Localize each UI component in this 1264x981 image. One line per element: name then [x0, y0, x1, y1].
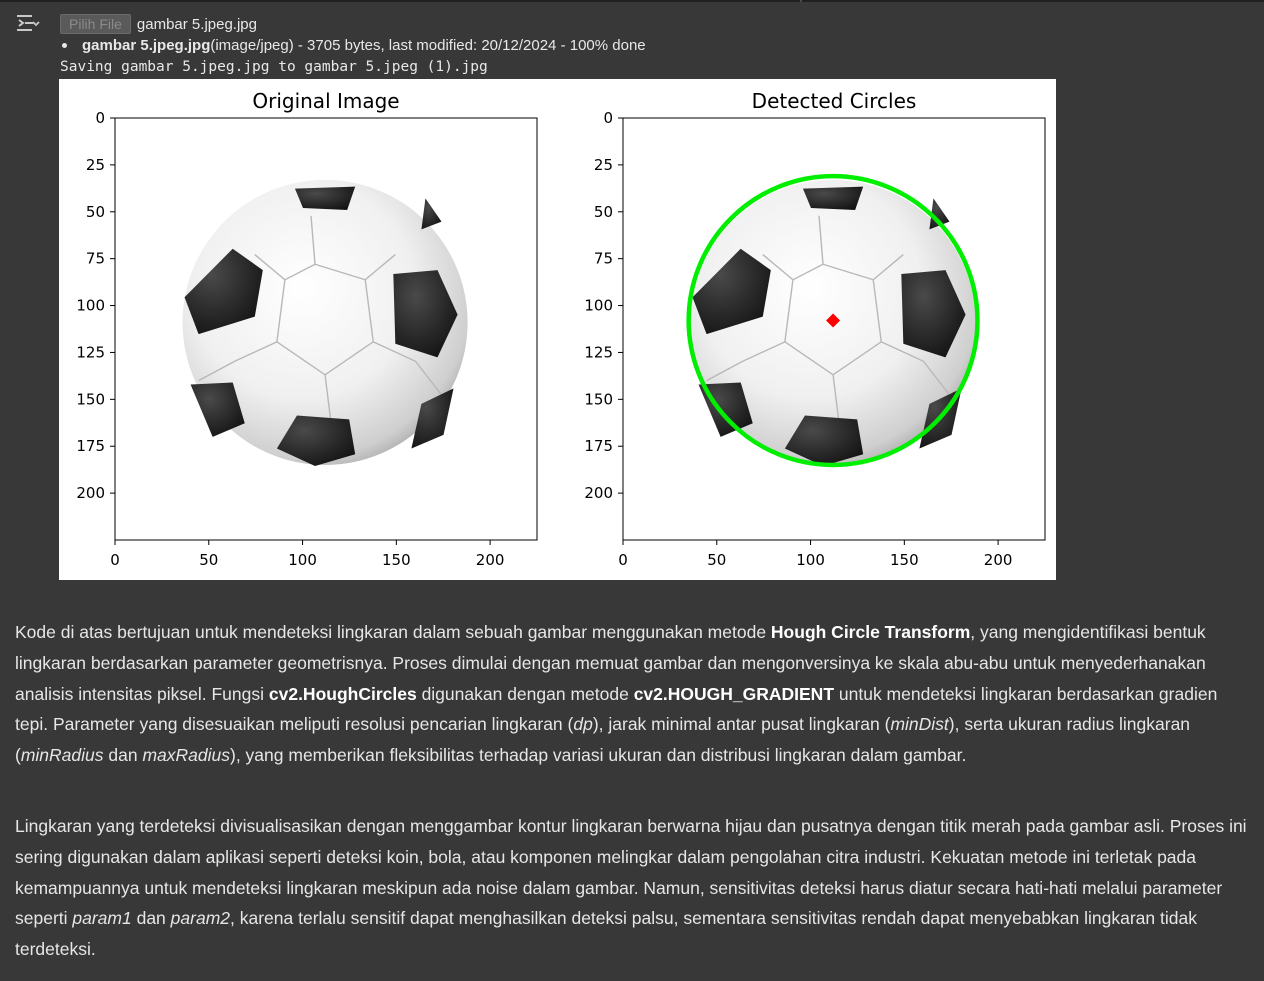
axes-frame — [114, 117, 538, 541]
italic-term: param2 — [170, 908, 231, 929]
x-tick-label: 200 — [476, 551, 505, 569]
y-tick-label: 50 — [594, 203, 613, 221]
soccer-ball-image — [181, 179, 469, 467]
text-run: ), jarak minimal antar pusat lingkaran ( — [592, 714, 891, 735]
y-tick-label: 150 — [76, 390, 105, 408]
text-run: untuk mendeteksi lingkaran berdasarkan g… — [15, 683, 1218, 735]
explanation-paragraph-1: Kode di atas bertujuan untuk mendeteksi … — [15, 617, 1247, 771]
bold-term: Hough Circle Transform — [770, 622, 971, 642]
italic-term: maxRadius — [142, 745, 230, 766]
text-run: digunakan dengan metode — [416, 683, 634, 704]
text-run: dan — [103, 745, 143, 766]
y-tick-label: 0 — [603, 109, 613, 127]
uploaded-file-details: (image/jpeg) - 3705 bytes, last modified… — [210, 37, 646, 54]
matplotlib-figure: Original Image 0 25 50 75 100 125 150 175 200 0 50 1… — [59, 79, 1056, 580]
saving-message: Saving gambar 5.jpeg.jpg to gambar 5.jpe… — [60, 59, 488, 75]
choose-file-button[interactable]: Pilih File — [60, 14, 131, 34]
subplot-title: Original Image — [252, 89, 399, 113]
text-run: dan — [131, 908, 171, 929]
output-collapse-icon[interactable] — [10, 9, 44, 37]
y-tick-label: 175 — [584, 437, 613, 455]
file-upload-row: Pilih File gambar 5.jpeg.jpg — [60, 13, 257, 35]
x-tick-label: 200 — [984, 551, 1013, 569]
subplot-1: Original Image 0 25 50 75 100 125 150 175 200 0 50 1… — [76, 89, 538, 569]
text-run: , karena terlalu sensitif dapat menghasi… — [15, 908, 1197, 960]
x-tick-label: 150 — [890, 551, 919, 569]
y-tick-label: 0 — [95, 109, 105, 127]
text-run: Lingkaran yang terdeteksi divisualisasik… — [15, 816, 1247, 929]
y-tick-label: 25 — [86, 156, 105, 174]
detected-circle-outline — [686, 173, 980, 468]
subplot-title: Detected Circles — [752, 89, 917, 113]
text-run: , yang mengidentifikasi bentuk lingkaran… — [15, 622, 1206, 704]
x-tick-label: 100 — [288, 551, 317, 569]
uploaded-file-name: gambar 5.jpeg.jpg — [82, 37, 211, 54]
text-run: ), yang memberikan fleksibilitas terhada… — [230, 745, 967, 766]
x-tick-label: 150 — [382, 551, 411, 569]
y-tick-label: 100 — [76, 297, 105, 315]
bold-term: cv2.HoughCircles — [268, 683, 417, 704]
bold-term: cv2.HOUGH_GRADIENT — [633, 683, 835, 704]
figure-svg: Original Image 0 25 50 75 100 125 150 175 200 0 50 1… — [76, 89, 1046, 569]
x-tick-label: 50 — [707, 551, 726, 569]
y-tick-label: 200 — [584, 484, 613, 502]
explanation-paragraph-2: Lingkaran yang terdeteksi divisualisasik… — [15, 811, 1247, 965]
subplot-2: Detected Circles 0 25 50 75 100 125 150 175 200 0 5… — [584, 89, 1046, 569]
italic-term: dp — [573, 714, 593, 735]
y-tick-label: 125 — [76, 343, 105, 361]
bullet-icon — [62, 43, 67, 48]
italic-term: minDist — [890, 714, 949, 735]
chosen-file-name: gambar 5.jpeg.jpg — [136, 15, 257, 33]
x-tick-label: 0 — [110, 551, 120, 569]
italic-term: minRadius — [20, 745, 104, 766]
y-tick-label: 200 — [76, 484, 105, 502]
y-tick-label: 150 — [584, 390, 613, 408]
y-tick-label: 75 — [86, 250, 105, 268]
circle-center-marker — [826, 313, 841, 328]
cell-top-border — [0, 0, 1264, 2]
x-tick-label: 100 — [796, 551, 825, 569]
axes-frame — [622, 117, 1046, 541]
text-run: ), serta ukuran radius lingkaran ( — [15, 714, 1191, 766]
text-run: Kode di atas bertujuan untuk mendeteksi … — [15, 622, 771, 642]
y-tick-label: 125 — [584, 343, 613, 361]
uploaded-file-info: gambar 5.jpeg.jpg (image/jpeg) - 3705 by… — [62, 37, 646, 54]
x-tick-label: 0 — [618, 551, 628, 569]
y-tick-label: 50 — [86, 203, 105, 221]
x-tick-label: 50 — [199, 551, 218, 569]
y-tick-label: 100 — [584, 297, 613, 315]
y-tick-label: 75 — [594, 250, 613, 268]
italic-term: param1 — [72, 908, 132, 929]
y-tick-label: 25 — [594, 156, 613, 174]
y-tick-label: 175 — [76, 437, 105, 455]
